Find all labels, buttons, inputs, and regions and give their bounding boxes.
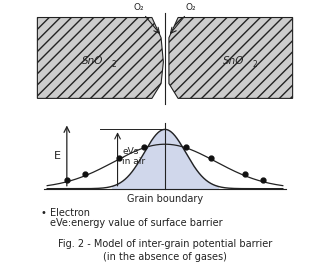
Text: (in the absence of gases): (in the absence of gases) xyxy=(103,252,227,262)
Text: 2: 2 xyxy=(253,60,257,69)
Text: SnO: SnO xyxy=(82,56,104,66)
Text: 2: 2 xyxy=(112,60,117,69)
Text: • Electron: • Electron xyxy=(41,208,90,218)
Polygon shape xyxy=(37,18,163,98)
Text: Grain boundary: Grain boundary xyxy=(127,194,203,204)
Text: Fig. 2 - Model of inter-grain potential barrier: Fig. 2 - Model of inter-grain potential … xyxy=(58,239,272,249)
Text: E: E xyxy=(53,151,60,161)
Polygon shape xyxy=(169,18,293,98)
Text: O₂: O₂ xyxy=(134,3,144,12)
Text: O₂: O₂ xyxy=(186,3,196,12)
Text: SnO: SnO xyxy=(223,56,245,66)
Text: eVs
in air: eVs in air xyxy=(122,147,146,166)
Text: eVe:energy value of surface barrier: eVe:energy value of surface barrier xyxy=(50,218,222,227)
